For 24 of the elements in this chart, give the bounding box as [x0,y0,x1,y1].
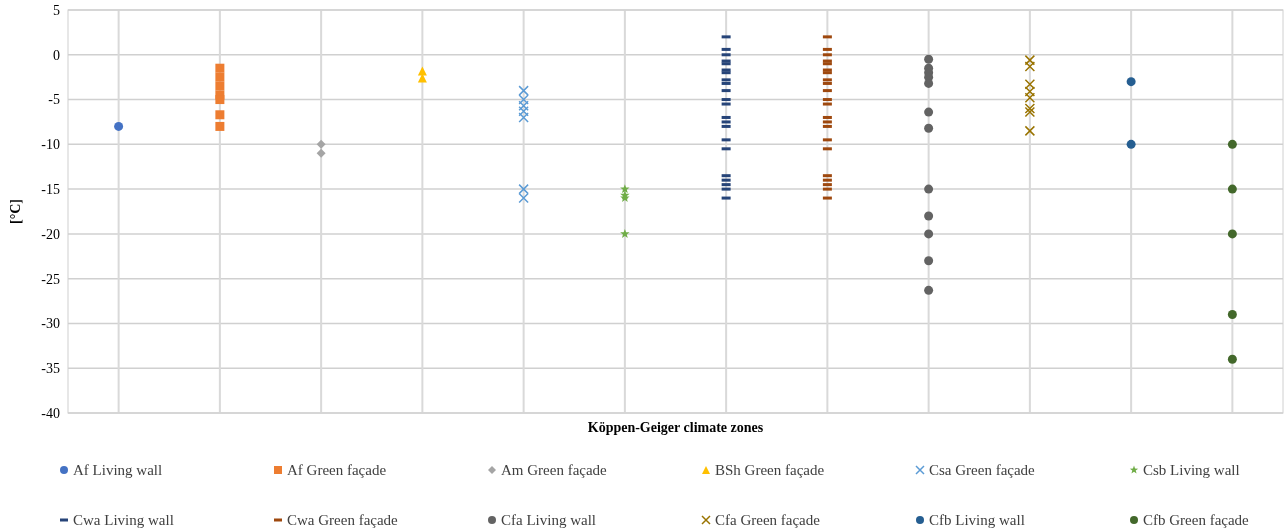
legend-label: Cfb Living wall [929,512,1025,529]
legend-label: Cfa Living wall [501,512,596,529]
legend-label: Cfa Green façade [715,512,821,529]
legend-label: Csa Green façade [929,462,1036,479]
legend-label: BSh Green façade [715,462,825,479]
y-tick-label: -5 [48,92,60,108]
y-axis-title: [°C] [8,198,23,225]
y-tick-label: 5 [53,2,60,18]
y-tick-label: -20 [41,226,60,242]
y-tick-label: -35 [41,361,60,377]
legend-label: Cwa Green façade [287,512,399,529]
legend-label: Cfb Green façade [1143,512,1250,529]
legend-label: Cwa Living wall [73,512,174,529]
legend-label: Af Living wall [73,462,163,479]
y-tick-label: -15 [41,182,60,198]
legend-label: Am Green façade [501,462,608,479]
y-tick-label: -30 [41,316,60,332]
y-tick-label: -10 [41,137,60,153]
y-tick-label: -40 [41,405,60,421]
y-tick-label: -25 [41,271,60,287]
y-tick-label: 0 [53,47,60,63]
legend-label: Af Green façade [287,462,387,479]
legend-label: Csb Living wall [1143,462,1240,479]
x-axis-title: Köppen-Geiger climate zones [587,420,764,435]
